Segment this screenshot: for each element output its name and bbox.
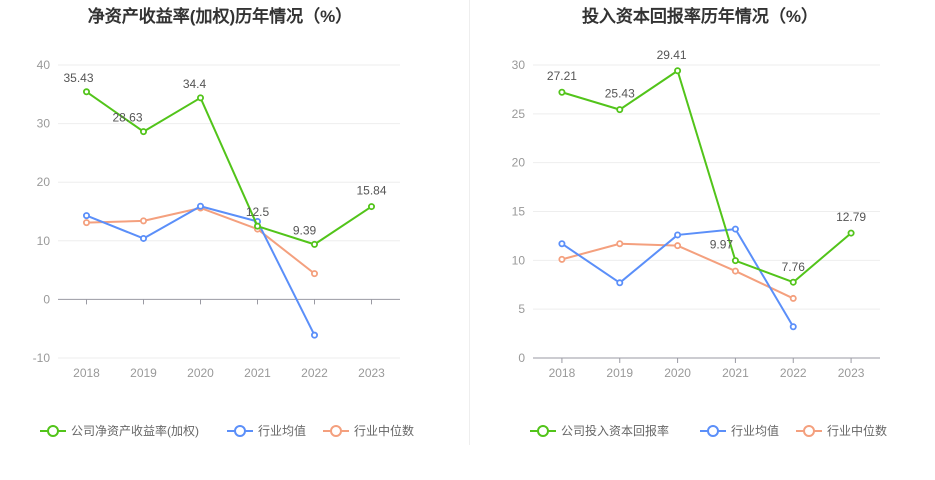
legend-item-median: 行业中位数 [796, 423, 887, 438]
data-point-company [367, 203, 375, 211]
data-label: 12.5 [246, 205, 270, 219]
legend-marker [234, 425, 246, 437]
y-tick-label: 40 [37, 58, 51, 72]
data-label: 9.39 [293, 223, 317, 237]
y-tick-label: 10 [512, 253, 526, 267]
y-tick-label: 20 [37, 175, 51, 189]
x-tick-label: 2019 [130, 366, 157, 380]
legend-marker [803, 425, 815, 437]
legend-label: 公司净资产收益率(加权) [71, 423, 199, 438]
legend-item-avg: 行业均值 [700, 423, 779, 438]
data-point-company [253, 222, 261, 230]
data-point-avg [310, 331, 318, 339]
data-point-median [674, 242, 682, 250]
panel-divider [469, 0, 470, 445]
chart-panel-1: 净资产收益率(加权)历年情况（%） -10 0 10 20 30 40 2018 2019 202… [33, 6, 414, 438]
data-point-avg [196, 202, 204, 210]
data-point-company [731, 257, 739, 265]
y-tick-label: 10 [37, 234, 51, 248]
x-tick-label: 2022 [780, 366, 807, 380]
x-tick-label: 2023 [358, 366, 385, 380]
data-label: 35.43 [63, 71, 93, 85]
x-tick-label: 2021 [722, 366, 749, 380]
y-tick-label: 5 [518, 302, 525, 316]
data-point-company [310, 240, 318, 248]
y-tick-label: 20 [512, 156, 526, 170]
data-point-avg [558, 240, 566, 248]
data-label: 9.97 [710, 238, 734, 252]
x-tick-label: 2023 [838, 366, 865, 380]
legend-label: 行业中位数 [354, 423, 414, 438]
data-point-company [83, 88, 91, 96]
data-label: 29.41 [657, 48, 687, 62]
y-tick-label: 30 [37, 117, 51, 131]
legend-item-median: 行业中位数 [323, 423, 414, 438]
data-label: 25.43 [605, 87, 635, 101]
y-tick-label: -10 [33, 351, 51, 365]
legend-label: 公司投入资本回报率 [561, 423, 669, 438]
legend-item-avg: 行业均值 [227, 423, 306, 438]
data-point-avg [731, 225, 739, 233]
chart-title: 净资产收益率(加权)历年情况（%） [88, 6, 352, 26]
data-point-avg [616, 279, 624, 287]
series-line-company [85, 90, 373, 246]
data-point-median [139, 217, 147, 225]
legend-item-company: 公司净资产收益率(加权) [40, 423, 199, 438]
legend-label: 行业均值 [731, 423, 779, 438]
data-point-median [731, 267, 739, 275]
data-point-company [139, 128, 147, 136]
data-label: 15.84 [356, 184, 386, 198]
data-point-company [196, 94, 204, 102]
data-label: 28.63 [112, 111, 142, 125]
x-tick-label: 2021 [244, 366, 271, 380]
data-point-median [616, 240, 624, 248]
y-tick-label: 30 [512, 58, 526, 72]
y-tick-label: 0 [518, 351, 525, 365]
data-point-company [674, 67, 682, 75]
x-tick-label: 2019 [606, 366, 633, 380]
data-point-median [789, 294, 797, 302]
data-point-company [616, 106, 624, 114]
legend-item-company: 公司投入资本回报率 [530, 423, 669, 438]
data-label: 34.4 [183, 77, 207, 91]
x-tick-label: 2020 [187, 366, 214, 380]
data-point-avg [83, 212, 91, 220]
legend-label: 行业中位数 [827, 423, 887, 438]
chart-title: 投入资本回报率历年情况（%） [582, 6, 818, 26]
y-tick-label: 25 [512, 107, 526, 121]
y-tick-label: 0 [43, 292, 50, 306]
data-point-company [558, 88, 566, 96]
series-line-median [561, 242, 794, 300]
x-tick-label: 2018 [549, 366, 576, 380]
data-point-median [83, 219, 91, 227]
x-tick-label: 2018 [73, 366, 100, 380]
legend-marker [707, 425, 719, 437]
data-point-company [847, 229, 855, 237]
data-point-avg [674, 231, 682, 239]
series-line-avg [86, 205, 316, 336]
chart-panel-2: 投入资本回报率历年情况（%） 0 5 10 15 20 25 30 2018 2019 2020 20… [512, 6, 887, 438]
data-label: 12.79 [836, 210, 866, 224]
x-tick-label: 2022 [301, 366, 328, 380]
x-tick-label: 2020 [664, 366, 691, 380]
legend-marker [47, 425, 59, 437]
data-point-avg [789, 323, 797, 331]
legend-marker [330, 425, 342, 437]
data-point-median [558, 255, 566, 263]
data-point-company [789, 278, 797, 286]
data-point-avg [139, 234, 147, 242]
y-tick-label: 15 [512, 205, 526, 219]
data-label: 27.21 [547, 69, 577, 83]
series-line-company [561, 69, 852, 284]
data-label: 7.76 [782, 260, 806, 274]
legend-marker [537, 425, 549, 437]
data-point-median [310, 270, 318, 278]
legend-label: 行业均值 [258, 423, 306, 438]
